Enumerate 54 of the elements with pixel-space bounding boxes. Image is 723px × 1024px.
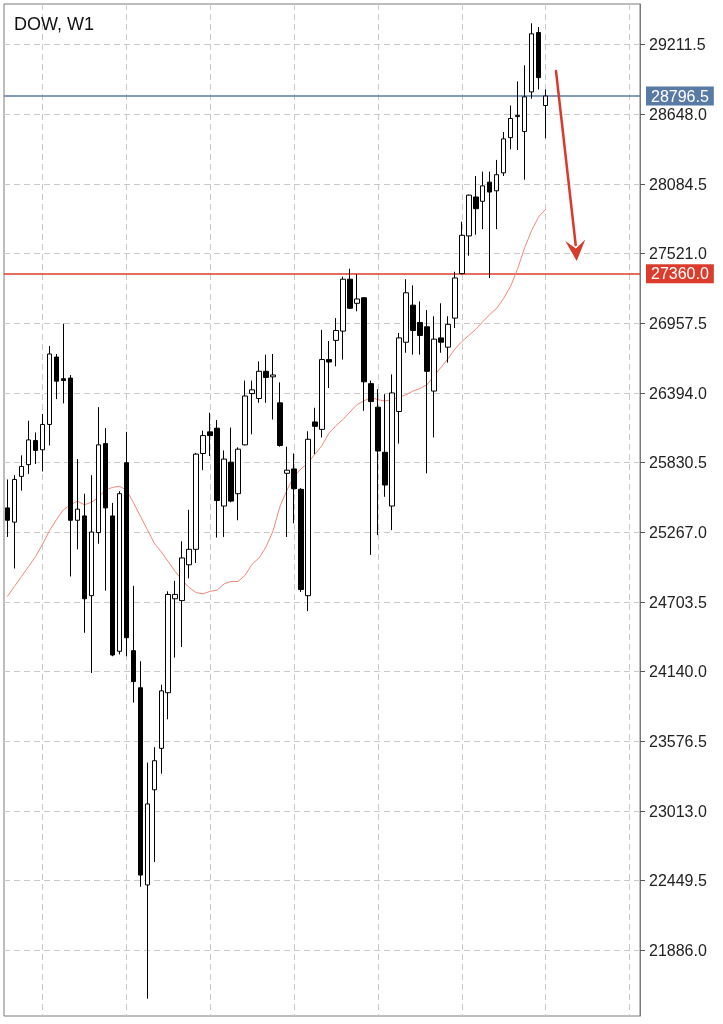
candlestick — [19, 454, 24, 492]
candlestick — [68, 374, 73, 578]
candlestick — [522, 64, 527, 181]
candlestick — [89, 474, 94, 674]
candlestick — [515, 80, 520, 151]
candlestick — [131, 585, 136, 704]
y-tick-label: 25830.5 — [649, 454, 707, 472]
y-tick-label: 21886.0 — [649, 941, 707, 959]
y-tick-label: 28084.5 — [649, 175, 707, 193]
candlestick — [536, 26, 541, 90]
text: DOW, W1 — [14, 14, 94, 34]
y-tick-label: 28648.0 — [649, 105, 707, 123]
candlestick — [82, 493, 87, 634]
candlestick — [117, 490, 122, 655]
candlestick — [375, 388, 381, 536]
candlestick — [12, 474, 17, 569]
y-tick-label: 26957.5 — [649, 314, 707, 332]
candlestick — [242, 380, 248, 446]
candlestick — [96, 406, 101, 545]
ref-line-label: 27360.0 — [651, 265, 709, 283]
y-tick-label: 25267.0 — [649, 523, 707, 541]
candlestick — [103, 427, 108, 592]
candlestick — [277, 381, 283, 448]
y-tick-label: 22449.5 — [649, 872, 707, 890]
candlestick — [54, 353, 59, 400]
candlestick — [145, 762, 150, 1000]
candlestick — [368, 380, 374, 556]
candlestick — [33, 431, 38, 465]
candlestick — [494, 159, 499, 230]
y-tick-label: 23576.5 — [649, 732, 707, 750]
candlestick — [152, 746, 157, 863]
candlestick — [501, 131, 506, 177]
line-series — [6, 208, 547, 597]
candlestick — [61, 323, 66, 404]
y-tick-label: 23013.0 — [649, 802, 707, 820]
ref-line-label: 28796.5 — [651, 87, 709, 105]
candlestick — [5, 478, 10, 538]
candlestick — [40, 413, 45, 472]
candlestick — [124, 431, 129, 657]
candlestick — [47, 345, 52, 446]
candlestick — [138, 660, 143, 888]
y-tick-label: 24140.0 — [649, 663, 707, 681]
y-tick-label: 24703.5 — [649, 593, 707, 611]
candlestick — [452, 271, 458, 329]
candlestick — [529, 22, 534, 100]
y-tick-label: 26394.0 — [649, 384, 707, 402]
candlestick — [543, 88, 548, 139]
candlestick — [110, 502, 115, 657]
candlestick — [26, 420, 31, 475]
y-tick-label: 29211.5 — [649, 36, 706, 54]
candlestick — [487, 171, 492, 279]
candlestick — [75, 458, 80, 550]
candlestick — [508, 105, 513, 150]
y-tick-label: 27521.0 — [649, 245, 707, 263]
